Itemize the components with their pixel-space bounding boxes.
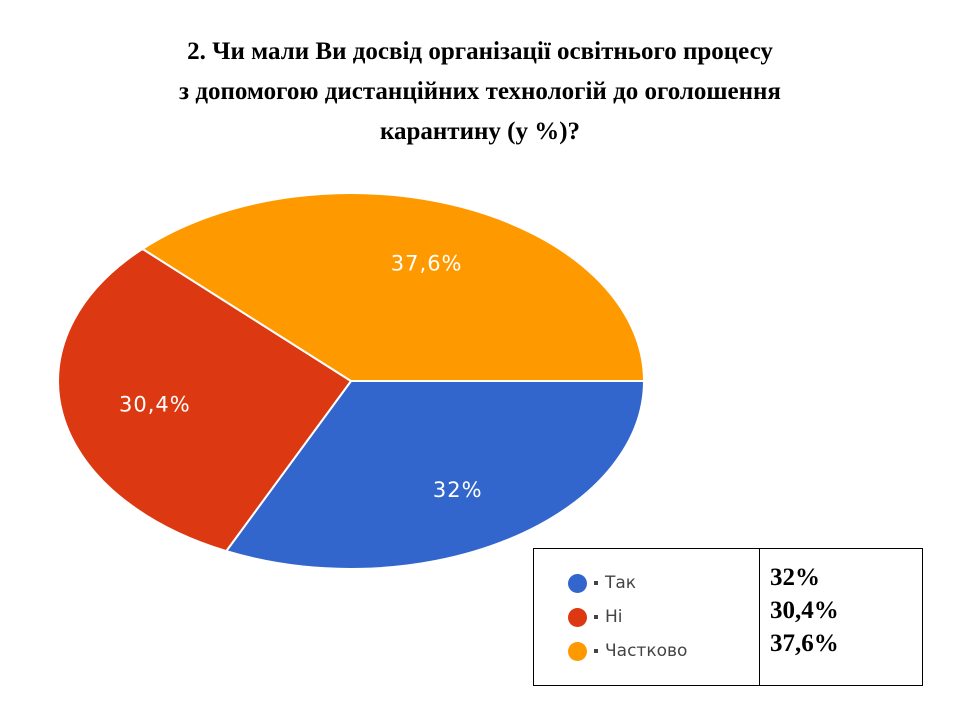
legend-value-tak: 32% (770, 564, 820, 591)
legend-bullet (594, 649, 598, 653)
legend-item-tak: Так (568, 566, 759, 600)
legend-label-chastkovo: Частково (605, 641, 688, 661)
title-line-2: з допомогою дистанційних технологій до о… (179, 78, 781, 105)
legend-item-ni: Ні (568, 600, 759, 634)
legend-bullet (594, 615, 598, 619)
legend-item-chastkovo: Частково (568, 634, 759, 668)
title-line-3: карантину (у %)? (379, 118, 581, 145)
pie-slice-chastkovo (140, 192, 646, 382)
legend-value-ni: 30,4% (770, 597, 839, 624)
pie-slice-tak (224, 380, 646, 570)
legend-table: Так Ні Частково 32% 30,4% 37,6% (533, 548, 923, 686)
legend-dot-chastkovo (568, 641, 587, 661)
legend-label-ni: Ні (605, 607, 623, 627)
chart-title: 2. Чи мали Ви досвід організації освітнь… (40, 32, 920, 152)
legend-list: Так Ні Частково (534, 549, 760, 685)
slice-label-tak: 32% (433, 478, 483, 502)
title-line-1: 2. Чи мали Ви досвід організації освітнь… (187, 38, 773, 65)
legend-dot-ni (568, 607, 587, 627)
slice-label-chastkovo: 37,6% (391, 252, 463, 276)
legend-dot-tak (568, 573, 587, 593)
legend-values: 32% 30,4% 37,6% (760, 549, 839, 685)
slice-label-ni: 30,4% (119, 392, 191, 416)
legend-bullet (594, 581, 598, 585)
legend-value-chastkovo: 37,6% (770, 630, 839, 657)
legend-label-tak: Так (605, 573, 637, 593)
pie-slice-ni (57, 247, 353, 553)
